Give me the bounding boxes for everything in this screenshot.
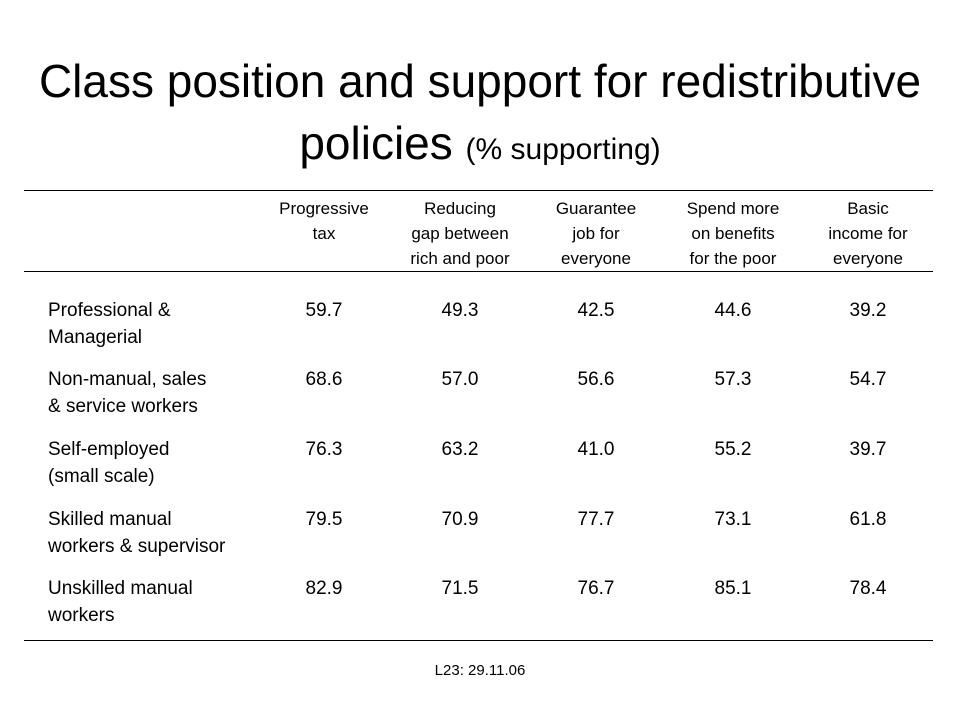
table-cell: 39.7 — [849, 439, 887, 460]
column-header: Basic income for everyone — [798, 196, 938, 271]
table-cell: 85.1 — [714, 578, 752, 599]
column-header-line: Basic — [847, 199, 889, 218]
row-label-line: Managerial — [48, 327, 142, 348]
row-label: Self-employed (small scale) — [48, 436, 169, 490]
table-cell: 73.1 — [714, 509, 752, 530]
table-top-rule — [24, 190, 933, 191]
column-header-line: tax — [312, 224, 336, 243]
row-label-line: & service workers — [48, 396, 198, 417]
table-cell: 57.3 — [714, 369, 752, 390]
table-cell: 82.9 — [305, 578, 343, 599]
table-cell: 78.4 — [849, 578, 887, 599]
slide-title-subtitle: (% supporting) — [465, 133, 661, 166]
row-label-line: Professional & — [48, 300, 171, 321]
column-header-line: everyone — [561, 249, 631, 268]
column-header-line: everyone — [833, 249, 903, 268]
column-header-line: job for — [572, 224, 620, 243]
table-cell: 55.2 — [714, 439, 752, 460]
row-label: Unskilled manual workers — [48, 575, 193, 629]
row-label-line: Non-manual, sales — [48, 369, 207, 390]
column-header-line: gap between — [411, 224, 509, 243]
table-header-rule — [24, 271, 933, 272]
table-cell: 70.9 — [441, 509, 479, 530]
table-bottom-rule — [24, 640, 933, 641]
table-cell: 54.7 — [849, 369, 887, 390]
table-cell: 41.0 — [577, 439, 615, 460]
column-header-line: Progressive — [279, 199, 369, 218]
column-header-line: Reducing — [424, 199, 496, 218]
table-cell: 76.3 — [305, 439, 343, 460]
row-label-line: workers & supervisor — [48, 536, 226, 557]
table-cell: 59.7 — [305, 300, 343, 321]
column-header-line: Guarantee — [555, 199, 637, 218]
table-cell: 61.8 — [849, 509, 887, 530]
column-header-line: on benefits — [691, 224, 775, 243]
table-cell: 57.0 — [441, 369, 479, 390]
column-header: Spend more on benefits for the poor — [663, 196, 803, 271]
table-cell: 77.7 — [577, 509, 615, 530]
row-label: Non-manual, sales & service workers — [48, 366, 206, 420]
slide-title-main: Class position and support for redistrib… — [38, 55, 922, 169]
table-cell: 71.5 — [441, 578, 479, 599]
row-label-line: Unskilled manual — [48, 578, 193, 599]
table-cell: 56.6 — [577, 369, 615, 390]
row-label-line: (small scale) — [48, 466, 155, 487]
slide-footer: L23: 29.11.06 — [434, 662, 526, 679]
table-cell: 49.3 — [441, 300, 479, 321]
table-cell: 39.2 — [849, 300, 887, 321]
table-cell: 63.2 — [441, 439, 479, 460]
column-header: Reducing gap between rich and poor — [390, 196, 530, 271]
row-label-line: Skilled manual — [48, 509, 172, 530]
table-cell: 42.5 — [577, 300, 615, 321]
column-header-line: rich and poor — [410, 249, 510, 268]
row-label: Skilled manual workers & supervisor — [48, 506, 225, 560]
column-header: Progressive tax — [254, 196, 394, 246]
row-label-line: workers — [48, 605, 115, 626]
column-header: Guarantee job for everyone — [526, 196, 666, 271]
table-cell: 44.6 — [714, 300, 752, 321]
table-cell: 68.6 — [305, 369, 343, 390]
column-header-line: income for — [828, 224, 908, 243]
table-cell: 76.7 — [577, 578, 615, 599]
column-header-line: Spend more — [686, 199, 780, 218]
table-cell: 79.5 — [305, 509, 343, 530]
column-header-line: for the poor — [689, 249, 777, 268]
slide-title: Class position and support for redistrib… — [0, 50, 960, 181]
row-label-line: Self-employed — [48, 439, 170, 460]
row-label: Professional & Managerial — [48, 297, 171, 351]
